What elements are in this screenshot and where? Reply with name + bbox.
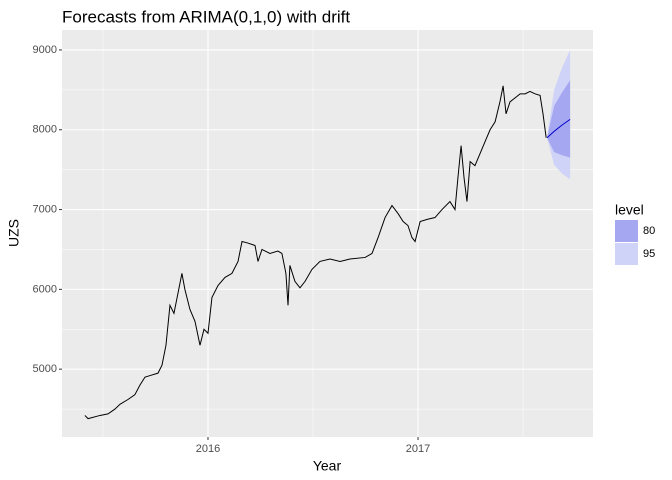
marks — [84, 49, 571, 420]
legend-key — [615, 243, 638, 265]
forecast-band — [546, 80, 571, 158]
y-tick-label: 5000 — [33, 363, 57, 375]
y-tick-label: 9000 — [33, 44, 57, 56]
grid — [62, 30, 593, 437]
legend-title: level — [615, 202, 644, 218]
legend-key — [615, 220, 638, 242]
legend-label: 80 — [643, 225, 655, 237]
y-tick-label: 8000 — [33, 124, 57, 136]
history-line — [84, 85, 547, 420]
chart-title: Forecasts from ARIMA(0,1,0) with drift — [62, 7, 350, 26]
y-axis-label: UZS — [6, 219, 22, 247]
y-tick-label: 7000 — [33, 203, 57, 215]
x-tick-label: 2017 — [406, 443, 430, 455]
x-tick-label: 2016 — [196, 443, 220, 455]
forecast-line — [546, 118, 571, 139]
legend-label: 95 — [643, 248, 655, 260]
x-axis-label: Year — [313, 458, 342, 474]
y-tick-label: 6000 — [33, 283, 57, 295]
panel — [62, 30, 593, 437]
